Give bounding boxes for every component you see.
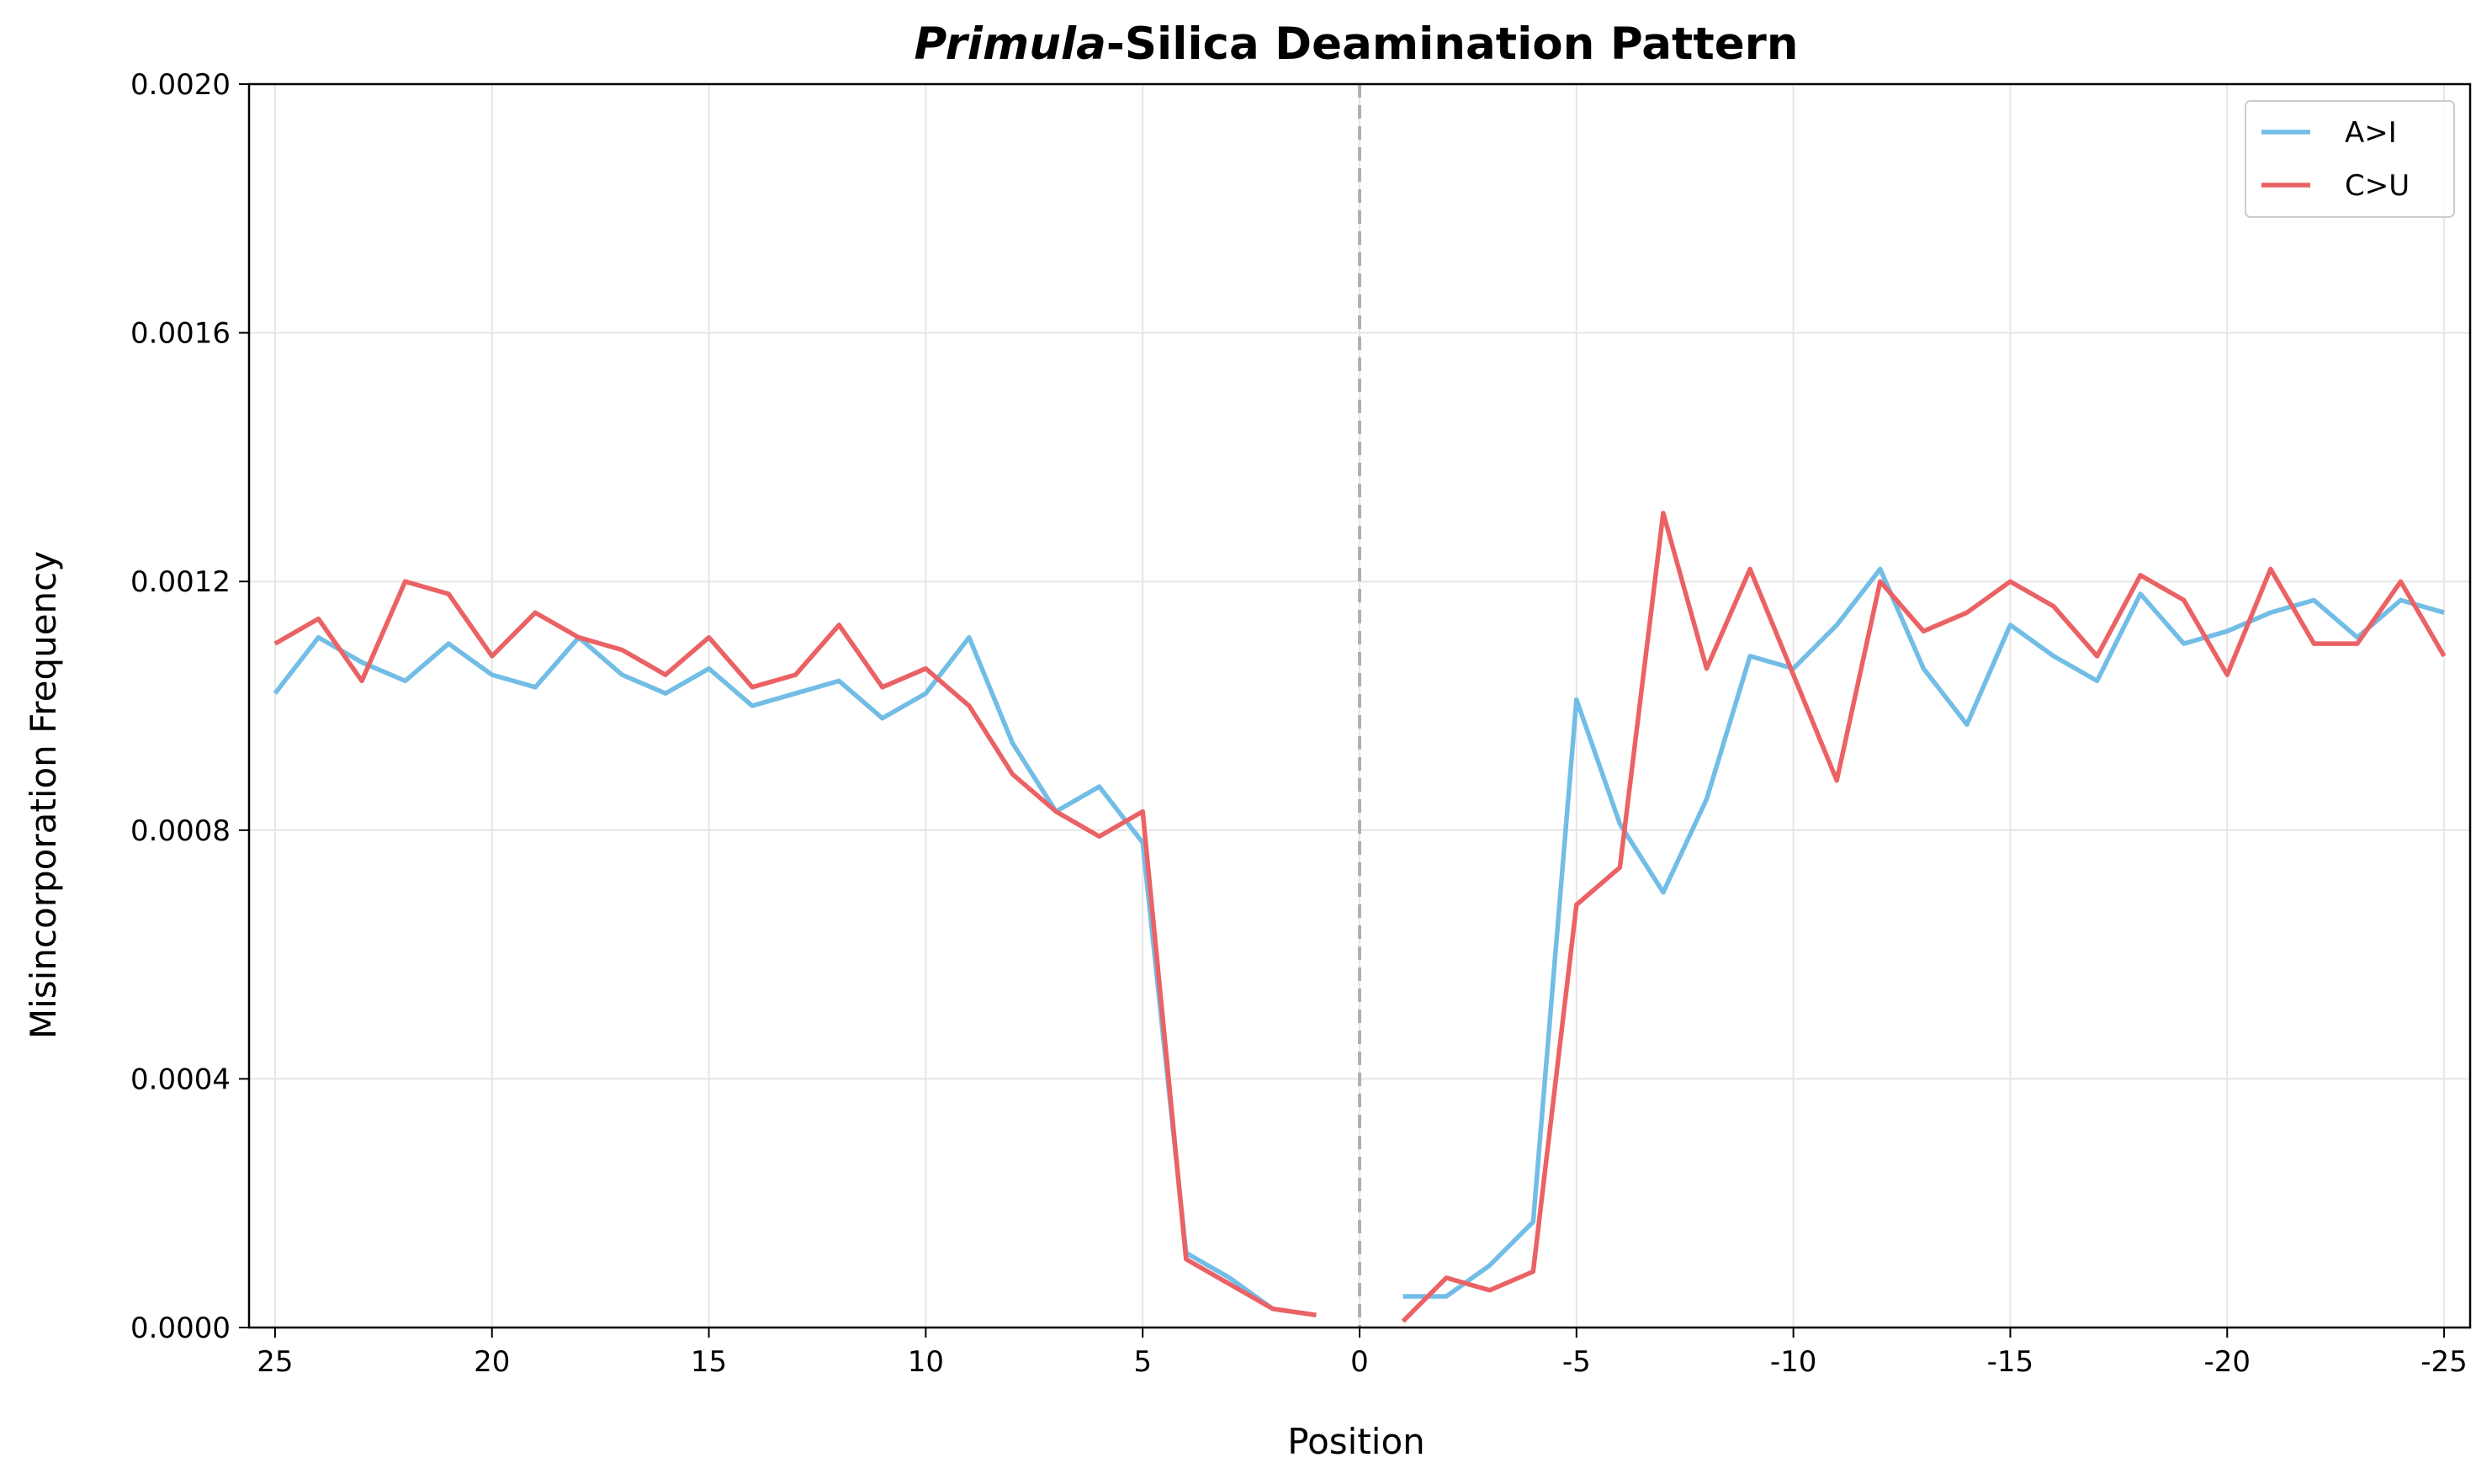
chart-title: Primula-Silica Deamination Pattern bbox=[914, 19, 1798, 70]
y-tick-label: 0.0020 bbox=[130, 68, 231, 102]
series-line-a-to-i bbox=[273, 634, 1317, 1317]
legend-label-c-to-u: C>U bbox=[2345, 169, 2410, 203]
y-tick-label: 0.0000 bbox=[130, 1312, 231, 1345]
chart-title-italic: Primula bbox=[914, 19, 1105, 70]
x-tick-label: 25 bbox=[257, 1345, 293, 1379]
y-tick-label: 0.0012 bbox=[130, 565, 231, 599]
x-tick-label: 15 bbox=[691, 1345, 727, 1379]
x-axis-ticks: 25 20 15 10 5 0 -5 -10 -15 -20 -25 bbox=[257, 1328, 2468, 1379]
x-tick-label: 0 bbox=[1350, 1345, 1369, 1379]
x-tick-label: 5 bbox=[1133, 1345, 1152, 1379]
x-tick-label: -20 bbox=[2203, 1345, 2251, 1379]
legend: A>I C>U bbox=[2245, 100, 2455, 218]
x-tick-label: -25 bbox=[2420, 1345, 2468, 1379]
x-tick-label: -5 bbox=[1562, 1345, 1591, 1379]
x-tick-label: 20 bbox=[474, 1345, 510, 1379]
series-line-c-to-u bbox=[1401, 511, 2447, 1323]
x-tick-label: -15 bbox=[1987, 1345, 2034, 1379]
chart-title-rest: -Silica Deamination Pattern bbox=[1106, 19, 1799, 70]
y-axis-label: Misincorporation Frequency bbox=[23, 551, 64, 1039]
legend-label-a-to-i: A>I bbox=[2345, 116, 2397, 150]
x-tick-label: 10 bbox=[908, 1345, 944, 1379]
y-tick-label: 0.0008 bbox=[130, 814, 231, 848]
y-tick-label: 0.0004 bbox=[130, 1063, 231, 1096]
y-axis-ticks: 0.0000 0.0004 0.0008 0.0012 0.0016 0.0020 bbox=[130, 68, 249, 1345]
x-tick-label: -10 bbox=[1770, 1345, 1817, 1379]
x-axis-label: Position bbox=[1287, 1421, 1425, 1462]
series-line-c-to-u bbox=[273, 579, 1317, 1317]
y-tick-label: 0.0016 bbox=[130, 317, 231, 351]
series-lines bbox=[273, 511, 2447, 1323]
series-line-a-to-i bbox=[1402, 566, 2445, 1299]
